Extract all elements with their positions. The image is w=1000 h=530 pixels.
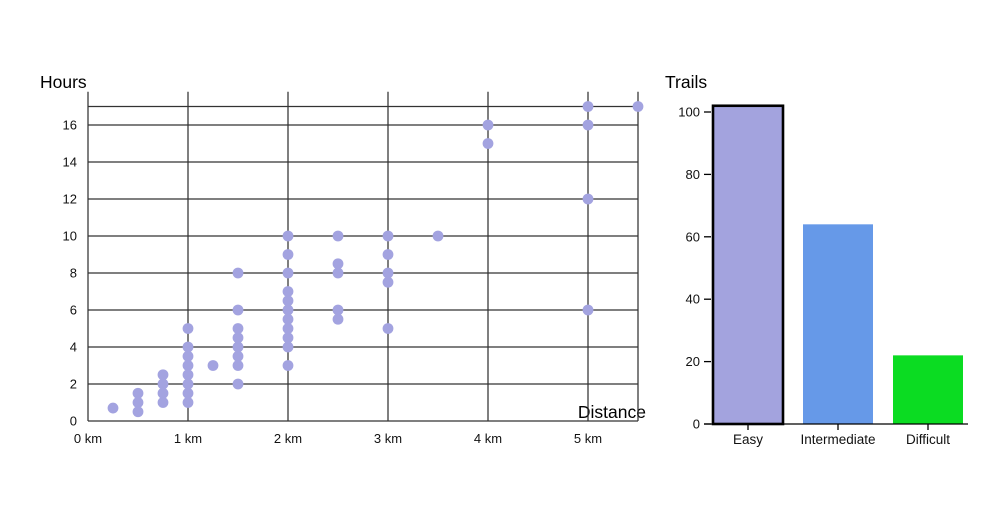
- bar-y-tick-label: 20: [686, 354, 700, 369]
- scatter-y-tick-label: 2: [70, 377, 77, 392]
- scatter-y-tick-label: 0: [70, 414, 77, 429]
- bar-intermediate[interactable]: [803, 224, 873, 424]
- scatter-point[interactable]: [232, 304, 244, 316]
- scatter-y-tick-label: 8: [70, 266, 77, 281]
- scatter-point[interactable]: [332, 230, 344, 242]
- scatter-point[interactable]: [157, 397, 169, 408]
- scatter-point[interactable]: [232, 350, 244, 362]
- scatter-point[interactable]: [282, 323, 294, 334]
- scatter-y-tick-label: 4: [70, 340, 77, 355]
- scatter-point[interactable]: [282, 230, 294, 242]
- scatter-point[interactable]: [132, 406, 144, 418]
- scatter-point[interactable]: [382, 249, 394, 260]
- bar-difficult[interactable]: [893, 355, 963, 424]
- bar-title: Trails: [665, 72, 707, 92]
- scatter-point[interactable]: [232, 332, 244, 344]
- scatter-x-tick-label: 2 km: [274, 431, 302, 446]
- scatter-point[interactable]: [432, 230, 444, 242]
- scatter-point[interactable]: [282, 304, 294, 316]
- scatter-point[interactable]: [107, 402, 119, 414]
- scatter-y-tick-label: 14: [63, 155, 77, 170]
- scatter-point[interactable]: [207, 360, 219, 371]
- scatter-point[interactable]: [282, 267, 294, 279]
- scatter-y-tick-label: 12: [63, 192, 77, 207]
- scatter-point[interactable]: [332, 313, 344, 325]
- scatter-point[interactable]: [182, 369, 194, 381]
- scatter-y-tick-label: 10: [63, 229, 77, 244]
- scatter-point[interactable]: [182, 360, 194, 371]
- scatter-point[interactable]: [282, 332, 294, 344]
- bar-y-tick-label: 60: [686, 229, 700, 244]
- scatter-x-tick-label: 4 km: [474, 431, 502, 446]
- scatter-point[interactable]: [282, 295, 294, 307]
- scatter-point[interactable]: [232, 378, 244, 390]
- bar-category-label: Difficult: [906, 432, 950, 447]
- scatter-point[interactable]: [382, 276, 394, 288]
- scatter-point[interactable]: [232, 360, 244, 371]
- scatter-x-tick-label: 3 km: [374, 431, 402, 446]
- bar-y-tick-label: 0: [693, 417, 700, 432]
- scatter-point[interactable]: [482, 119, 494, 131]
- scatter-x-tick-label: 0 km: [74, 431, 102, 446]
- scatter-y-tick-label: 6: [70, 303, 77, 318]
- bar-easy[interactable]: [711, 104, 785, 426]
- scatter-point[interactable]: [182, 341, 194, 353]
- scatter-point[interactable]: [582, 304, 594, 316]
- scatter-point[interactable]: [382, 230, 394, 242]
- scatter-point[interactable]: [157, 369, 169, 381]
- scatter-point[interactable]: [382, 267, 394, 279]
- scatter-point[interactable]: [182, 323, 194, 334]
- scatter-point[interactable]: [232, 267, 244, 279]
- scatter-point[interactable]: [182, 387, 194, 399]
- scatter-point[interactable]: [282, 313, 294, 325]
- scatter-point[interactable]: [332, 304, 344, 316]
- scatter-point[interactable]: [182, 397, 194, 408]
- scatter-point[interactable]: [132, 387, 144, 399]
- scatter-title: Hours: [40, 72, 87, 92]
- bar-y-tick-label: 40: [686, 292, 700, 307]
- scatter-point[interactable]: [282, 360, 294, 371]
- bar-y-tick-label: 80: [686, 167, 700, 182]
- scatter-point[interactable]: [282, 341, 294, 353]
- scatter-point[interactable]: [157, 378, 169, 390]
- scatter-point[interactable]: [382, 323, 394, 334]
- bar-chart: 0 20 40 60 80 100 Easy Intermediate Difficult: [678, 104, 968, 447]
- scatter-point[interactable]: [582, 193, 594, 205]
- scatter-point[interactable]: [332, 267, 344, 279]
- scatter-point[interactable]: [182, 378, 194, 390]
- scatter-point[interactable]: [582, 101, 594, 112]
- scatter-x-tick-label: 1 km: [174, 431, 202, 446]
- scatter-x-tick-label: 5 km: [574, 431, 602, 446]
- scatter-point[interactable]: [132, 397, 144, 408]
- scatter-point[interactable]: [232, 323, 244, 334]
- scatter-xaxis-title: Distance: [578, 402, 646, 422]
- bar-category-label: Intermediate: [800, 432, 875, 447]
- scatter-point[interactable]: [332, 258, 344, 270]
- scatter-point[interactable]: [632, 101, 644, 112]
- bar-y-tick-label: 100: [678, 105, 700, 120]
- scatter-point[interactable]: [582, 119, 594, 131]
- scatter-point[interactable]: [282, 249, 294, 260]
- scatter-point[interactable]: [482, 138, 494, 149]
- scatter-chart: 0 2 4 6 8 10 12 14 16 0 km 1 km 2 km 3 km 4 km 5 km: [63, 91, 644, 446]
- scatter-point[interactable]: [182, 350, 194, 362]
- bar-category-label: Easy: [733, 432, 763, 447]
- scatter-point[interactable]: [157, 387, 169, 399]
- scatter-point[interactable]: [232, 341, 244, 353]
- scatter-point[interactable]: [282, 286, 294, 297]
- scatter-y-tick-label: 16: [63, 118, 77, 133]
